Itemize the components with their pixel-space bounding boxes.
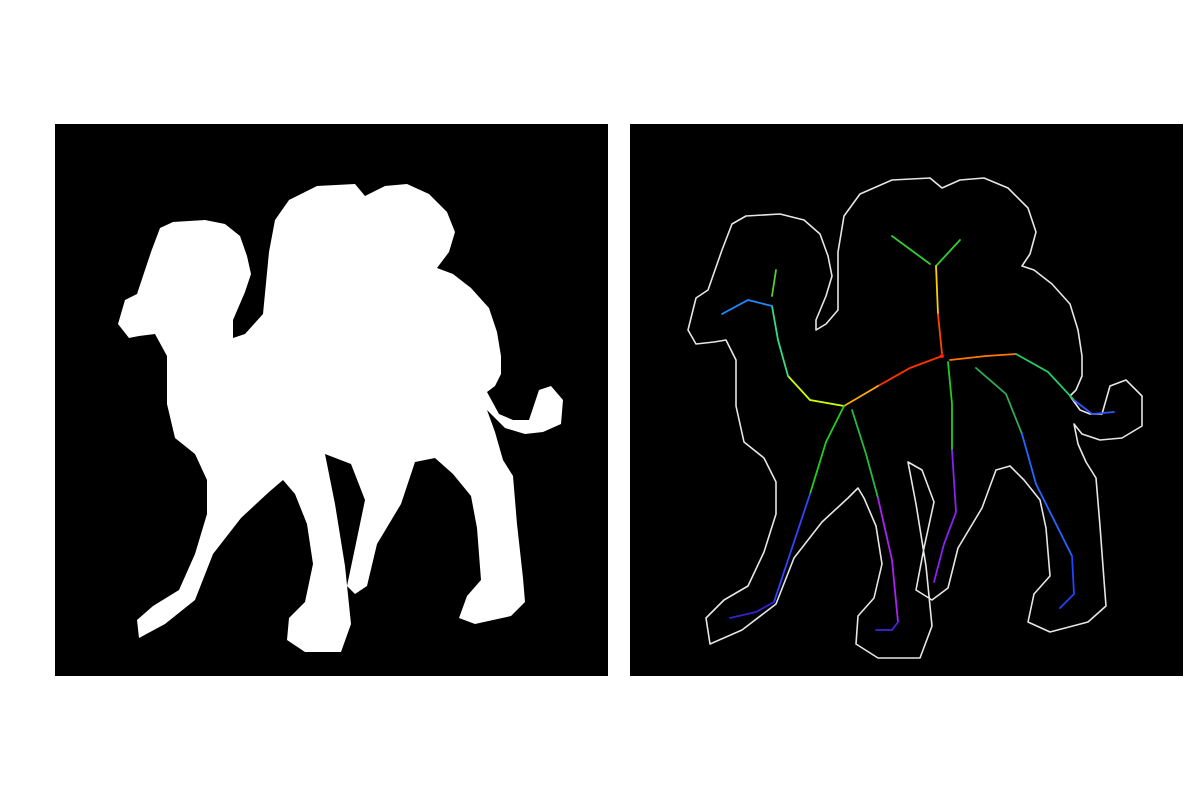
skeleton-branch-front-leg-2-lower: [877, 497, 899, 623]
skeleton-panel: [630, 124, 1183, 676]
skeleton-branch-hind-foot-2: [1059, 555, 1075, 609]
camel-silhouette-image: [118, 184, 563, 652]
camel-silhouette: [118, 184, 563, 652]
skeleton-branch-front-foot-1: [729, 601, 775, 619]
skeleton-branch-head: [721, 299, 773, 315]
skeleton-branch-hind-leg-1-lower: [933, 449, 957, 583]
skeleton-branch-front-hump: [891, 235, 931, 265]
skeleton-branch-hump-stem-lower: [937, 313, 943, 355]
camel-contour-outline: [687, 177, 1143, 659]
silhouette-panel: [55, 124, 608, 676]
skeleton-branch-front-foot-2: [875, 621, 899, 631]
skeleton-branch-spine-front: [877, 355, 943, 387]
skeleton-branch-hump-stem: [935, 265, 939, 315]
skeleton-branch-front-leg-1-upper: [809, 405, 845, 495]
skeleton-branch-hind-leg-1-upper: [947, 361, 953, 451]
skeleton-branch-spine-mid: [843, 385, 879, 407]
skeleton-overlay-image: [687, 177, 1143, 659]
skeleton-branch-front-leg-1-lower: [773, 493, 811, 603]
skeleton-branch-ear: [771, 269, 777, 297]
skeleton-branch-front-leg-2-upper: [851, 409, 879, 499]
skeleton-branch-tail: [1073, 399, 1115, 415]
skeleton-branch-neck-lower: [787, 375, 845, 407]
skeleton-branch-neck-upper: [771, 305, 789, 377]
skeleton-branch-hind-leg-2-upper: [975, 367, 1023, 435]
skeleton-branches: [721, 235, 1115, 631]
skeleton-branch-hind-leg-2-lower: [1021, 433, 1073, 557]
skeleton-branch-spine-back: [949, 353, 1017, 361]
skeleton-branch-rump: [1015, 353, 1075, 401]
skeleton-branch-back-hump: [935, 239, 961, 267]
